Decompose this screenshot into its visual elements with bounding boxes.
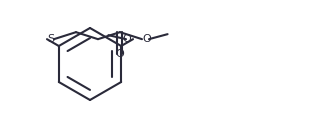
Text: O: O	[142, 34, 151, 44]
Text: S: S	[47, 34, 54, 44]
Text: O: O	[122, 34, 131, 44]
Text: O: O	[116, 49, 124, 59]
